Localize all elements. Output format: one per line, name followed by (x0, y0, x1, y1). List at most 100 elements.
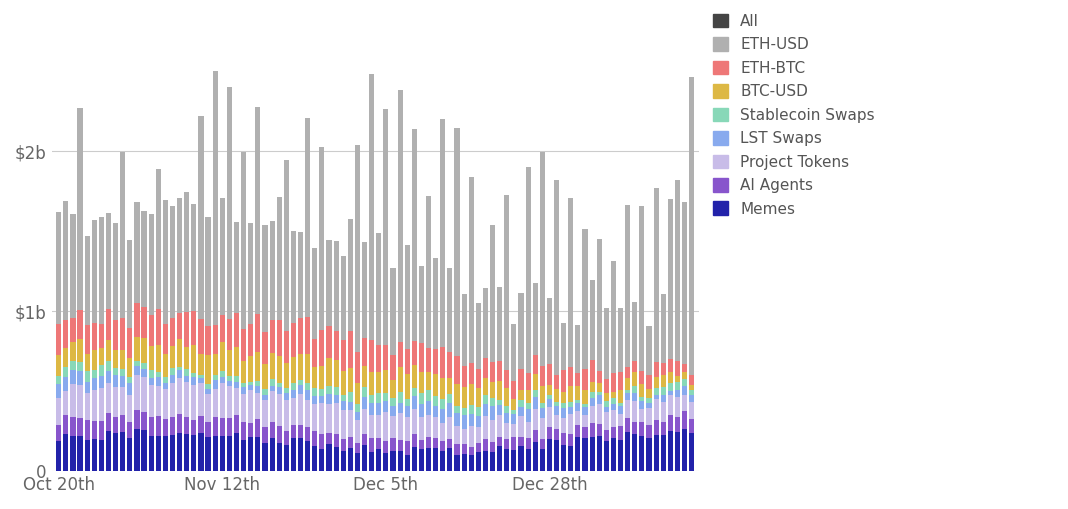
Bar (156, 385, 161, 416)
Bar (135, 302, 140, 336)
Bar (475, 369, 481, 388)
Bar (597, 383, 601, 392)
Bar (405, 245, 410, 349)
Bar (668, 359, 673, 372)
Bar (568, 366, 574, 386)
Bar (170, 435, 175, 471)
Bar (106, 340, 111, 361)
Bar (661, 363, 665, 375)
Bar (156, 372, 161, 377)
Bar (298, 385, 303, 394)
Bar (213, 325, 218, 354)
Bar (333, 447, 339, 471)
Bar (113, 417, 119, 433)
Bar (603, 379, 609, 393)
Bar (199, 375, 204, 378)
Bar (177, 367, 183, 371)
Bar (70, 384, 76, 416)
Bar (57, 324, 61, 355)
Bar (547, 427, 552, 439)
Bar (603, 393, 609, 401)
Bar (127, 395, 132, 422)
Bar (355, 352, 360, 383)
Bar (469, 455, 474, 471)
Bar (121, 152, 125, 318)
Bar (525, 421, 531, 438)
Bar (327, 394, 331, 404)
Bar (284, 160, 288, 331)
Bar (668, 415, 673, 431)
Bar (263, 443, 267, 471)
Bar (148, 384, 154, 417)
Bar (205, 326, 210, 355)
Bar (682, 364, 687, 372)
Bar (661, 435, 665, 471)
Bar (675, 382, 680, 390)
Bar (255, 437, 261, 471)
Bar (57, 399, 61, 425)
Bar (618, 373, 623, 390)
Bar (625, 378, 630, 390)
Bar (640, 206, 644, 371)
Bar (405, 399, 410, 406)
Bar (241, 361, 247, 383)
Bar (525, 449, 531, 471)
Bar (298, 354, 303, 380)
Bar (99, 324, 104, 348)
Bar (440, 378, 445, 399)
Bar (312, 338, 317, 367)
Bar (63, 348, 68, 367)
Bar (162, 419, 168, 436)
Bar (383, 345, 389, 370)
Bar (148, 436, 154, 471)
Bar (440, 409, 445, 423)
Bar (121, 318, 125, 350)
Bar (92, 421, 97, 439)
Bar (568, 197, 574, 366)
Bar (370, 415, 374, 438)
Bar (284, 363, 288, 388)
Bar (370, 438, 374, 452)
Bar (625, 417, 630, 432)
Bar (433, 258, 438, 349)
Bar (582, 428, 587, 438)
Bar (177, 413, 183, 433)
Bar (454, 356, 459, 384)
Bar (475, 407, 481, 415)
Bar (433, 397, 438, 406)
Bar (539, 365, 545, 386)
Bar (348, 331, 352, 367)
Bar (533, 283, 538, 355)
Bar (327, 444, 331, 471)
Bar (156, 416, 161, 436)
Bar (92, 350, 97, 370)
Bar (63, 201, 68, 320)
Bar (383, 412, 389, 441)
Bar (611, 438, 616, 471)
Bar (475, 452, 481, 471)
Bar (241, 152, 247, 329)
Bar (327, 326, 331, 358)
Bar (248, 324, 253, 356)
Bar (461, 387, 467, 408)
Bar (234, 415, 239, 433)
Bar (312, 446, 317, 471)
Bar (475, 427, 481, 443)
Bar (213, 354, 218, 375)
Bar (412, 341, 417, 365)
Bar (440, 348, 445, 378)
Bar (191, 373, 197, 378)
Bar (483, 451, 488, 471)
Bar (461, 454, 467, 471)
Bar (127, 358, 132, 377)
Bar (127, 377, 132, 383)
Bar (121, 370, 125, 376)
Bar (170, 346, 175, 368)
Bar (99, 348, 104, 365)
Bar (213, 71, 218, 325)
Bar (554, 180, 559, 375)
Bar (213, 436, 218, 471)
Bar (654, 377, 659, 388)
Bar (121, 387, 125, 415)
Bar (661, 422, 665, 435)
